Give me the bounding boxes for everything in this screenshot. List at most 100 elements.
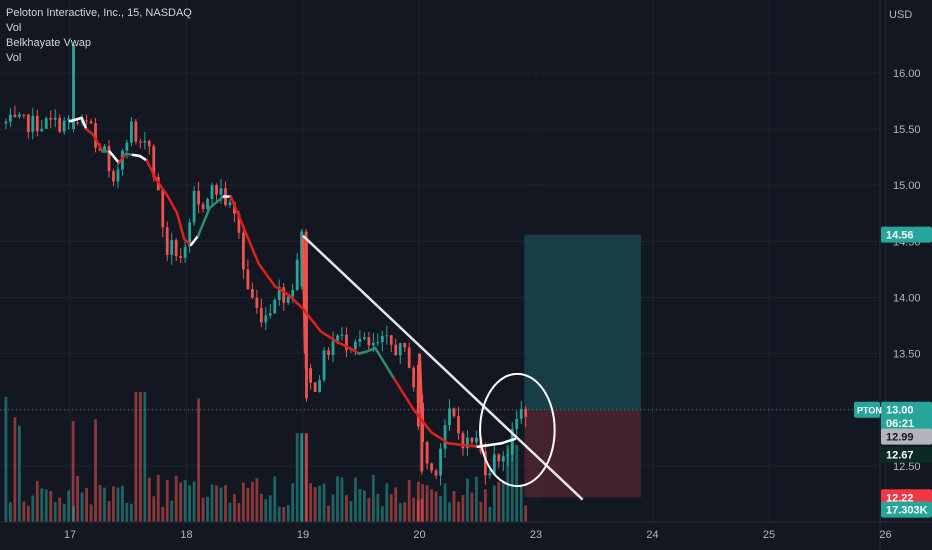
candle-body [17,114,21,117]
candle-body [147,140,151,147]
volume-bar [156,474,160,522]
volume-bar [197,398,200,522]
candle [322,347,326,382]
volume-bar [439,495,442,522]
candle-body [291,289,295,297]
candle [398,342,402,364]
volume-bar [89,504,93,522]
volume-bar [322,483,326,522]
candle [318,375,321,393]
volume-bar [354,477,357,522]
candle-body [170,240,174,255]
volume-bar [112,486,115,522]
candle-body [31,115,35,132]
volume-bar [340,477,344,522]
vwap-segment [412,408,433,434]
candle-body [380,335,384,343]
candle-body [354,341,357,350]
price-label: 13.00 PTON [854,401,932,418]
price-label: 12.67 [881,446,932,463]
candle [420,411,424,475]
candle-body [358,338,362,342]
candle [443,419,447,458]
vwap-segment [357,350,369,355]
candle-body [26,114,30,132]
candle-body [305,241,308,399]
volume-bar [443,483,447,522]
candle-body [228,202,232,206]
vwap-segment [447,442,470,447]
volume-bar [479,501,483,522]
gap-candle [301,235,307,354]
candle-body [416,364,420,427]
volume-bar [17,425,21,522]
vwap-segment [175,212,186,241]
candle [44,116,48,130]
candle-body [268,313,272,316]
candle-body [483,451,487,476]
volume-bar [138,391,142,522]
candle [94,117,97,153]
candle-body [282,287,286,303]
volume-bar [143,391,147,522]
volume-bar [515,445,519,522]
candle [116,163,120,189]
volume-bar [9,502,12,522]
volume-bar [206,496,209,522]
candle-body [300,232,304,287]
x-tick-label: 19 [297,529,309,541]
candle [380,330,384,352]
volume-bar [309,483,313,522]
candle [192,186,196,226]
vwap-segment [182,237,193,246]
candle [72,41,75,133]
volume-bar [210,484,214,522]
y-tick-label: 14.00 [893,292,921,304]
candle-body [313,382,317,392]
candle-body [367,337,371,346]
candle-body [286,296,290,303]
volume-bar [403,502,407,522]
volume-bar [215,485,218,522]
volume-bar [13,417,17,522]
price-label-box [881,415,932,432]
volume-bar [259,493,263,522]
gap-candle [418,353,424,416]
volume-bar [174,475,178,522]
candle [255,289,259,314]
price-label-text: 12.67 [886,450,914,462]
price-label-text: 14.56 [886,230,914,242]
volume-bar [94,419,97,522]
candle [31,107,35,140]
candle [259,298,263,328]
volume-bar [224,485,227,522]
candle [228,199,232,209]
candle-body [345,334,348,350]
vwap-segment [92,133,104,153]
price-label-box [881,401,932,418]
candle-body [53,117,57,120]
volume-bars [4,391,528,522]
candle-body [519,408,523,419]
vwap-segment [68,116,83,123]
volume-bar [286,505,290,522]
candle-body [492,454,496,474]
volume-bar [134,391,138,522]
volume-bar [80,492,84,522]
candle [26,113,30,139]
candle-body [174,240,178,257]
candle [13,105,17,118]
profit-zone [524,234,641,410]
volume-bar [376,493,380,522]
candle [215,183,218,201]
vwap-segment [348,346,361,355]
volume-bar [255,478,259,522]
candle-body [22,114,26,116]
candle [188,218,192,253]
volume-bar [31,495,35,522]
candle-body [309,368,313,383]
candle [129,117,133,147]
candle [174,237,178,262]
candle [250,282,254,300]
